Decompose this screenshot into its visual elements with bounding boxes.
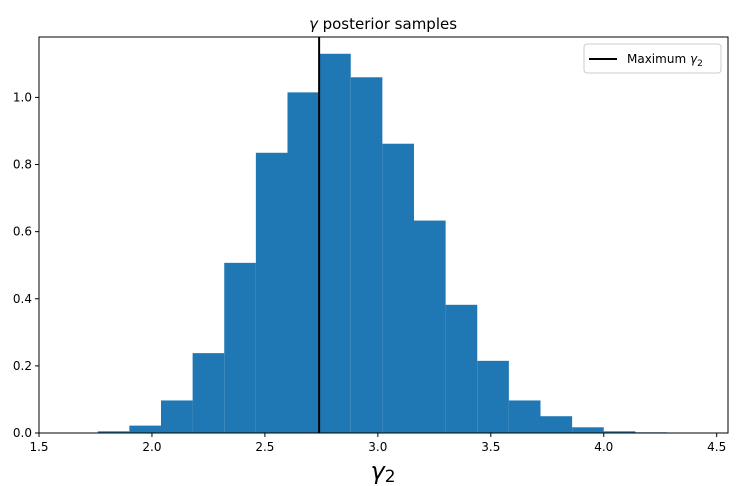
histogram-bar [255,152,288,433]
y-tick-label: 0.4 [13,292,32,306]
histogram-bar [445,304,478,433]
histogram-bar [350,77,383,434]
histogram-bar [192,353,225,433]
y-tick-label: 0.8 [13,158,32,172]
histogram-bar [97,431,130,433]
histogram-bar [540,416,573,433]
x-axis-label-symbol: γ [370,457,386,485]
x-axis-label: γ2 [370,457,395,486]
x-tick-label: 2.5 [255,440,274,454]
histogram-bar [508,400,541,433]
histogram-bar [603,431,636,433]
legend-label-text: Maximum [627,52,690,66]
legend: Maximum γ2 [583,43,722,74]
histogram-bar [572,427,604,433]
y-tick-label: 1.0 [13,90,32,104]
x-axis-label-subscript: 2 [385,467,396,486]
x-tick-label: 4.0 [594,440,613,454]
y-tick-label: 0.2 [13,359,32,373]
chart-title-symbol: γ [309,15,319,33]
histogram-bar [319,53,351,433]
histogram-bar [160,400,193,433]
histogram-bar [477,360,509,433]
legend-label: Maximum γ2 [627,52,703,69]
plot-frame [38,36,729,434]
y-axis-ticks: 0.0 0.2 0.4 0.6 0.8 1.0 [13,90,39,440]
y-tick-label: 0.0 [13,426,32,440]
x-tick-label: 3.0 [368,440,387,454]
x-tick-label: 2.0 [142,440,161,454]
histogram-bar [224,262,256,433]
histogram-bar [287,92,320,434]
x-tick-label: 1.5 [29,440,48,454]
legend-label-symbol: γ [690,52,698,66]
histogram-bar [129,425,161,433]
x-tick-label: 3.5 [481,440,500,454]
x-tick-label: 4.5 [707,440,726,454]
chart-title: γ posterior samples [309,15,457,33]
histogram-bar [413,220,446,433]
legend-box [583,43,722,74]
histogram-bars [97,53,668,434]
x-axis-ticks: 1.5 2.0 2.5 3.0 3.5 4.0 4.5 [29,433,726,454]
legend-label-subscript: 2 [697,59,703,69]
y-tick-label: 0.6 [13,225,32,239]
chart-title-text: posterior samples [318,15,457,33]
histogram-bar [382,143,414,434]
